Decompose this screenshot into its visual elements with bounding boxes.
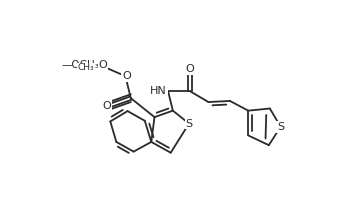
Text: O: O xyxy=(98,60,107,70)
Text: HN: HN xyxy=(150,86,167,96)
Text: —OCH₃: —OCH₃ xyxy=(62,60,99,70)
Text: CH₃: CH₃ xyxy=(77,63,94,72)
Text: O: O xyxy=(186,64,195,74)
Text: S: S xyxy=(186,119,192,129)
Text: S: S xyxy=(277,122,284,132)
Text: O: O xyxy=(122,71,131,81)
Text: O: O xyxy=(102,101,111,111)
